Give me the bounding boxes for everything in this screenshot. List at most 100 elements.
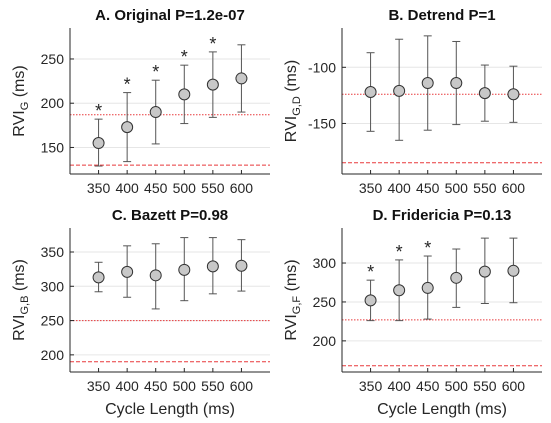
- y-axis-label: RVIG,D (ms): [283, 60, 303, 142]
- chart-panel-2: -150 -100 350 400 450 500 550 600 B. Detrend P=1…: [283, 7, 542, 196]
- y-tick-label: 300: [313, 255, 337, 271]
- data-marker: [121, 265, 134, 278]
- x-tick-label: 450: [416, 180, 440, 196]
- significance-star: *: [181, 47, 188, 67]
- x-tick-label: 350: [87, 180, 111, 196]
- x-tick-label: 550: [201, 180, 225, 196]
- y-tick-label: 300: [41, 278, 65, 294]
- data-point: [478, 64, 491, 122]
- data-marker: [206, 260, 219, 273]
- x-tick-label: 450: [416, 378, 440, 394]
- y-axis-label-subscript: G,D: [291, 96, 303, 116]
- data-point: [507, 65, 520, 123]
- data-point: [149, 243, 162, 310]
- data-point: [235, 44, 248, 113]
- data-marker: [92, 137, 105, 150]
- x-tick-label: 550: [473, 378, 497, 394]
- y-tick-label: 200: [41, 95, 65, 111]
- data-marker: [364, 294, 377, 307]
- data-marker: [149, 269, 162, 282]
- chart-panel-4: 200 250 300 350 400 450 500 550 600 * * * D. Frideri…: [283, 207, 542, 394]
- data-marker: [393, 84, 406, 97]
- x-tick-label: 350: [359, 378, 383, 394]
- y-axis-label-main: RVI: [283, 116, 300, 142]
- y-axis-label-subscript: G: [19, 102, 31, 111]
- data-point: *: [421, 238, 434, 320]
- data-point: [235, 239, 248, 292]
- significance-star: *: [124, 75, 131, 95]
- data-point: [421, 35, 434, 131]
- data-marker: [507, 264, 520, 277]
- y-tick-label: -150: [308, 115, 336, 131]
- data-marker: [178, 263, 191, 276]
- data-marker: [364, 86, 377, 99]
- y-axis-label-unit: (ms): [283, 60, 300, 96]
- data-marker: [393, 284, 406, 297]
- data-point: [178, 237, 191, 302]
- x-tick-label: 500: [173, 180, 197, 196]
- data-point: [364, 52, 377, 132]
- data-marker: [121, 121, 134, 134]
- y-axis-label: RVIG,F (ms): [283, 259, 303, 340]
- chart-panel-1: 150 200 250 350 400 450 500 550 600 * * * * * A. Origi…: [11, 7, 270, 196]
- data-point: [393, 38, 406, 141]
- significance-star: *: [152, 62, 159, 82]
- x-axis-label-right: Cycle Length (ms): [377, 401, 507, 418]
- data-marker: [235, 72, 248, 85]
- data-marker: [149, 106, 162, 119]
- significance-star: *: [424, 238, 431, 258]
- panel-title: D. Fridericia P=0.13: [373, 207, 512, 224]
- significance-star: *: [396, 242, 403, 262]
- y-axis-label-unit: (ms): [11, 65, 28, 101]
- x-tick-label: 400: [387, 378, 411, 394]
- y-axis-label-subscript: G,B: [19, 296, 31, 315]
- data-marker: [178, 88, 191, 101]
- y-tick-label: 250: [41, 313, 65, 329]
- x-tick-label: 600: [502, 378, 526, 394]
- data-marker: [478, 265, 491, 278]
- y-axis-label-subscript: G,F: [291, 296, 303, 315]
- significance-star: *: [209, 34, 216, 54]
- data-point: [450, 40, 463, 126]
- y-axis-label-unit: (ms): [11, 259, 28, 295]
- data-marker: [450, 77, 463, 90]
- data-point: *: [121, 75, 134, 163]
- x-tick-label: 350: [87, 378, 111, 394]
- significance-star: *: [95, 101, 102, 121]
- panel-title: B. Detrend P=1: [388, 7, 495, 24]
- panel-title: A. Original P=1.2e-07: [95, 7, 245, 24]
- data-point: *: [178, 47, 191, 125]
- data-marker: [235, 259, 248, 272]
- data-point: [121, 245, 134, 298]
- data-point: *: [92, 101, 105, 167]
- data-point: *: [149, 62, 162, 145]
- y-tick-label: 250: [313, 294, 337, 310]
- y-axis-label-main: RVI: [283, 314, 300, 340]
- data-marker: [478, 87, 491, 100]
- data-point: [507, 237, 520, 304]
- y-tick-label: -100: [308, 59, 336, 75]
- data-point: [206, 237, 219, 295]
- data-point: [450, 248, 463, 308]
- x-tick-label: 600: [502, 180, 526, 196]
- data-point: [478, 237, 491, 305]
- y-tick-label: 150: [41, 139, 65, 155]
- x-tick-label: 600: [230, 378, 254, 394]
- significance-star: *: [367, 262, 374, 282]
- y-tick-label: 200: [41, 347, 65, 363]
- x-tick-label: 500: [445, 180, 469, 196]
- x-tick-label: 350: [359, 180, 383, 196]
- x-tick-label: 400: [115, 378, 139, 394]
- data-point: [92, 261, 105, 293]
- y-tick-label: 350: [41, 244, 65, 260]
- x-tick-label: 400: [387, 180, 411, 196]
- data-point: *: [206, 34, 219, 118]
- x-tick-label: 500: [445, 378, 469, 394]
- x-tick-label: 550: [473, 180, 497, 196]
- y-axis-label-unit: (ms): [283, 259, 300, 295]
- x-tick-label: 450: [144, 378, 168, 394]
- y-tick-label: 250: [41, 51, 65, 67]
- data-marker: [450, 271, 463, 284]
